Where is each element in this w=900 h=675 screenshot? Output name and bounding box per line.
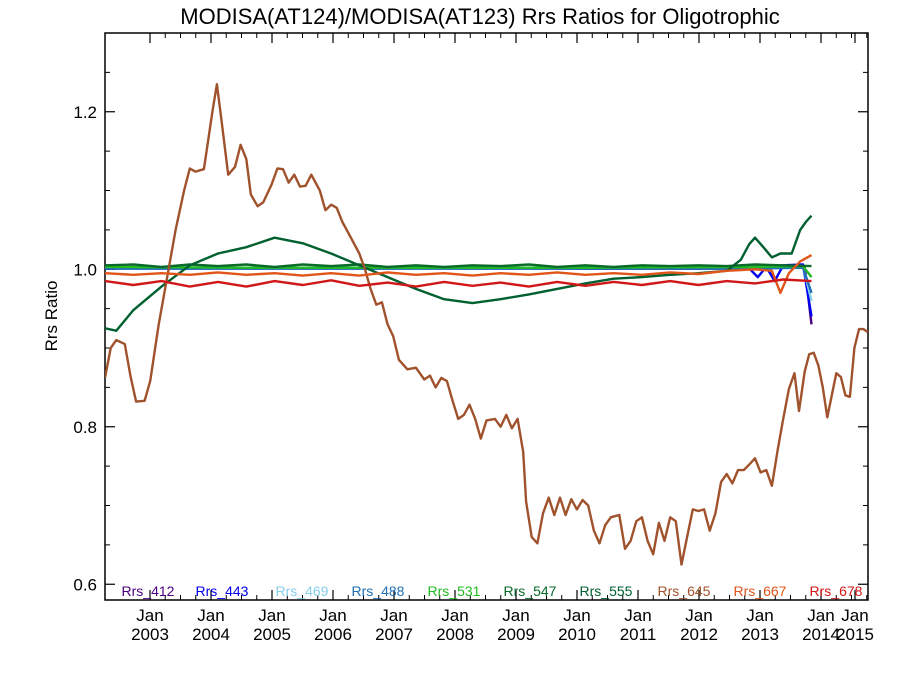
legend-entry-rrs-678: Rrs_678 — [810, 583, 863, 599]
x-tick-label-year: 2015 — [836, 625, 874, 644]
x-tick-label-year: 2005 — [253, 625, 291, 644]
x-tick-label-month: Jan — [807, 606, 834, 625]
x-tick-label-year: 2007 — [375, 625, 413, 644]
y-tick-label: 1.2 — [73, 103, 97, 122]
plot-frame — [104, 32, 869, 601]
legend-entry-rrs-547: Rrs_547 — [504, 583, 557, 599]
legend-entry-rrs-531: Rrs_531 — [428, 583, 481, 599]
x-tick-label-month: Jan — [136, 606, 163, 625]
x-tick-label-year: 2006 — [314, 625, 352, 644]
y-axis-label: Rrs Ratio — [42, 281, 61, 352]
x-tick-label-year: 2003 — [131, 625, 169, 644]
series-line-rrs-645 — [105, 82, 868, 566]
legend-entry-rrs-667: Rrs_667 — [734, 583, 787, 599]
legend-entry-rrs-555: Rrs_555 — [580, 583, 633, 599]
chart-title: MODISA(AT124)/MODISA(AT123) Rrs Ratios f… — [180, 4, 779, 29]
x-tick-label-month: Jan — [746, 606, 773, 625]
x-tick-label-year: 2013 — [741, 625, 779, 644]
x-tick-label-year: 2008 — [436, 625, 474, 644]
legend-entry-rrs-412: Rrs_412 — [122, 583, 175, 599]
series-line-rrs-555 — [105, 214, 813, 332]
legend: Rrs_412 Rrs_443 Rrs_469 Rrs_488 Rrs_531 Rrs_5… — [122, 583, 863, 599]
x-tick-label-month: Jan — [258, 606, 285, 625]
x-tick-label-month: Jan — [841, 606, 868, 625]
y-tick-label: 1.0 — [73, 260, 97, 279]
legend-entry-rrs-488: Rrs_488 — [352, 583, 405, 599]
x-tick-label-month: Jan — [685, 606, 712, 625]
x-tick-label-month: Jan — [197, 606, 224, 625]
legend-entry-rrs-443: Rrs_443 — [196, 583, 249, 599]
x-tick-label-month: Jan — [319, 606, 346, 625]
y-tick-label: 0.8 — [73, 418, 97, 437]
series-line-rrs-547 — [105, 263, 812, 269]
x-tick-label-month: Jan — [441, 606, 468, 625]
x-tick-label-month: Jan — [502, 606, 529, 625]
x-tick-label-month: Jan — [624, 606, 651, 625]
series-layer — [105, 82, 868, 566]
x-tick-label-year: 2012 — [680, 625, 718, 644]
x-tick-label-month: Jan — [563, 606, 590, 625]
legend-entry-rrs-645: Rrs_645 — [658, 583, 711, 599]
x-tick-label-year: 2004 — [192, 625, 230, 644]
y-tick-label: 0.6 — [73, 575, 97, 594]
y-axis-ticks: 0.6 0.8 1.0 1.2 — [73, 71, 868, 594]
x-tick-label-year: 2010 — [558, 625, 596, 644]
x-tick-label-year: 2009 — [497, 625, 535, 644]
x-tick-label-year: 2011 — [620, 625, 657, 644]
series-line-rrs-678 — [105, 278, 812, 288]
x-tick-label-year: 2014 — [802, 625, 840, 644]
x-axis-ticks: Jan2003Jan2004Jan2005Jan2006Jan2007Jan20… — [131, 33, 874, 644]
x-tick-label-month: Jan — [380, 606, 407, 625]
legend-entry-rrs-469: Rrs_469 — [276, 583, 329, 599]
series-line-rrs-667 — [105, 254, 813, 295]
